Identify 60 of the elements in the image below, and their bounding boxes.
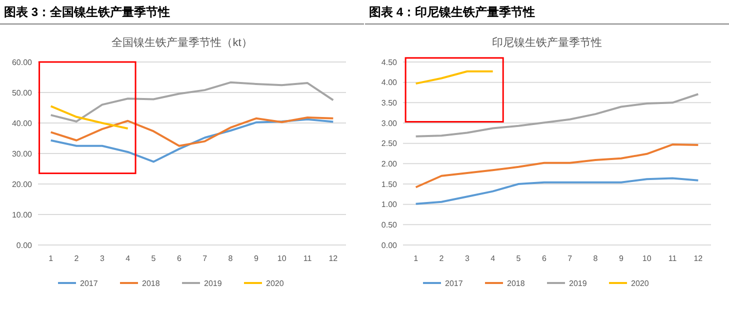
chart-title: 图表 3：全国镍生铁产量季节性 (4, 5, 170, 19)
y-tick-label: 60.00 (12, 58, 33, 67)
x-tick-label: 11 (668, 254, 678, 263)
x-tick-label: 4 (126, 254, 131, 263)
legend-label: 2017 (445, 278, 464, 288)
x-tick-label: 1 (48, 254, 54, 263)
y-tick-label: 4.50 (381, 58, 398, 67)
x-tick-label: 3 (464, 254, 470, 263)
x-tick-label: 4 (490, 254, 496, 263)
y-tick-label: 3.50 (381, 98, 398, 108)
x-tick-label: 7 (202, 254, 208, 263)
legend-label: 2019 (569, 278, 588, 288)
legend-label: 2020 (631, 278, 650, 288)
chart-subtitle: 全国镍生铁产量季节性（kt） (112, 36, 252, 49)
line-series (50, 81, 334, 122)
chart-subtitle: 印尼镍生铁产量季节性 (492, 36, 602, 49)
x-tick-label: 2 (439, 254, 444, 263)
y-tick-label: 30.00 (12, 149, 33, 158)
legend-label: 2018 (142, 278, 160, 288)
x-tick-label: 10 (277, 254, 287, 263)
legend-label: 2019 (204, 278, 222, 288)
x-tick-label: 12 (694, 254, 704, 263)
y-tick-label: 20.00 (12, 180, 33, 189)
x-tick-label: 2 (74, 254, 80, 263)
x-tick-label: 1 (414, 254, 419, 263)
x-tick-label: 5 (151, 254, 156, 263)
x-tick-label: 3 (100, 254, 105, 263)
x-tick-label: 9 (254, 254, 259, 263)
line-series (414, 93, 700, 138)
x-tick-label: 7 (568, 254, 573, 263)
line-series (414, 144, 700, 188)
line-series (50, 118, 334, 163)
x-tick-label: 12 (328, 254, 338, 263)
y-tick-label: 40.00 (12, 118, 33, 128)
x-tick-label: 10 (642, 254, 652, 263)
x-tick-label: 5 (516, 254, 522, 263)
y-tick-label: 4.00 (381, 78, 398, 88)
y-tick-label: 10.00 (12, 210, 33, 220)
y-tick-label: 1.50 (381, 180, 398, 189)
y-tick-label: 2.00 (381, 159, 398, 168)
y-tick-label: 0.00 (381, 240, 398, 250)
x-tick-label: 9 (618, 254, 624, 263)
y-tick-label: 0.00 (16, 240, 33, 250)
x-tick-label: 8 (228, 254, 234, 263)
x-tick-label: 6 (542, 254, 547, 263)
legend-label: 2017 (80, 278, 98, 288)
y-tick-label: 0.50 (381, 220, 398, 230)
y-tick-label: 1.00 (381, 200, 398, 210)
line-series (414, 177, 700, 205)
x-tick-label: 11 (303, 254, 312, 263)
y-tick-label: 3.00 (381, 118, 398, 128)
line-series (50, 116, 334, 147)
legend-label: 2020 (266, 278, 284, 288)
x-tick-label: 8 (593, 254, 598, 263)
chart-title: 图表 4：印尼镍生铁产量季节性 (369, 5, 536, 19)
legend-label: 2018 (507, 278, 526, 288)
y-tick-label: 2.50 (381, 139, 398, 148)
line-series (50, 105, 129, 130)
y-tick-label: 50.00 (12, 88, 33, 98)
x-tick-label: 6 (176, 254, 182, 263)
